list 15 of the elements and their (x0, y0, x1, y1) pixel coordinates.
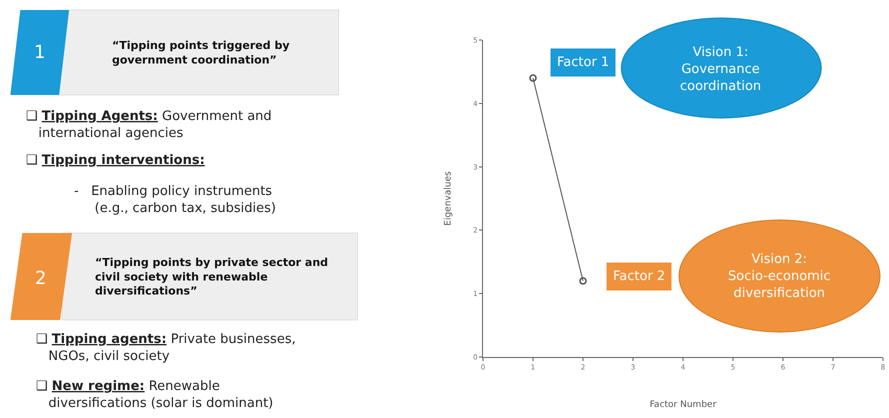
annotation: Vision 1: Governance coordination (680, 45, 762, 94)
text: ❑ New regime: Renewable diversifications (solar is dominant) (36, 379, 274, 411)
text: ❑ Tipping interventions: (26, 153, 205, 168)
annotation: Vision 2: Socio-economic diversification (728, 252, 831, 301)
annotation: Factor 2 (613, 269, 666, 284)
text: ❑ Tipping agents: Private businesses, NGOs, civil society (36, 332, 296, 364)
text: “Tipping points triggered by government coordination” (112, 39, 290, 66)
text: “Tipping points by private sector and civil society with renewable diversifications” (95, 256, 328, 298)
text: ❑ Tipping Agents: Government and international agencies (26, 109, 272, 141)
x-axis-title: Factor Number (650, 400, 717, 410)
text: - Enabling policy instruments (e.g., carbon tax, subsidies) (74, 184, 276, 216)
text: 1 (34, 42, 46, 63)
y-axis-title: Eigenvalues (443, 170, 454, 226)
text: 2 (35, 268, 46, 289)
annotation: Factor 1 (557, 55, 610, 70)
